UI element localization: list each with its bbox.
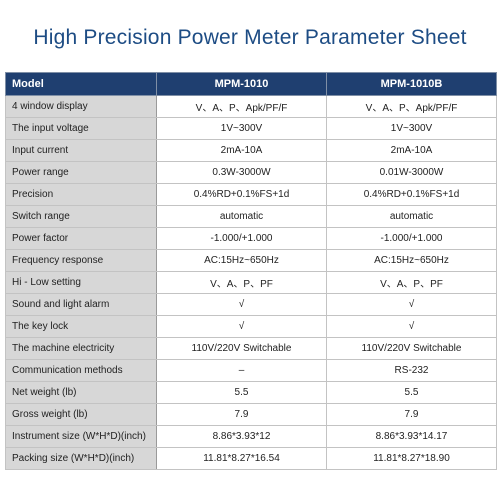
param-label: Power range [5, 161, 157, 184]
table-row: Instrument size (W*H*D)(inch) 8.86*3.93*… [5, 425, 497, 448]
table-row: The machine electricity 110V/220V Switch… [5, 337, 497, 360]
param-label: Hi - Low setting [5, 271, 157, 294]
mpm-1010b-value: -1.000/+1.000 [326, 227, 497, 250]
mpm-1010b-value: 1V~300V [326, 117, 497, 140]
mpm-1010-value: V、A、P、Apk/PF/F [156, 95, 327, 118]
table-row: 4 window display V、A、P、Apk/PF/F V、A、P、Ap… [5, 95, 497, 118]
param-label: Gross weight (lb) [5, 403, 157, 426]
mpm-1010-value: V、A、P、PF [156, 271, 327, 294]
table-row: The input voltage 1V~300V 1V~300V [5, 117, 497, 140]
table-row: Net weight (lb) 5.5 5.5 [5, 381, 497, 404]
mpm-1010b-value: 110V/220V Switchable [326, 337, 497, 360]
mpm-1010-value: 0.4%RD+0.1%FS+1d [156, 183, 327, 206]
param-label: Sound and light alarm [5, 293, 157, 316]
mpm-1010-value: √ [156, 293, 327, 316]
mpm-1010b-value: 11.81*8.27*18.90 [326, 447, 497, 470]
mpm-1010-value: 5.5 [156, 381, 327, 404]
table-row: Gross weight (lb) 7.9 7.9 [5, 403, 497, 426]
param-label: Instrument size (W*H*D)(inch) [5, 425, 157, 448]
table-row: The key lock √ √ [5, 315, 497, 338]
mpm-1010-value: 8.86*3.93*12 [156, 425, 327, 448]
table-row: Input current 2mA-10A 2mA-10A [5, 139, 497, 162]
mpm-1010b-value: 0.4%RD+0.1%FS+1d [326, 183, 497, 206]
param-label: Precision [5, 183, 157, 206]
param-label: Input current [5, 139, 157, 162]
mpm-1010-value: √ [156, 315, 327, 338]
mpm-1010b-value: automatic [326, 205, 497, 228]
param-label: Switch range [5, 205, 157, 228]
mpm-1010b-value: 2mA-10A [326, 139, 497, 162]
mpm-1010-value: AC:15Hz~650Hz [156, 249, 327, 272]
mpm-1010-value: 1V~300V [156, 117, 327, 140]
mpm-1010b-value: 7.9 [326, 403, 497, 426]
mpm-1010-value: automatic [156, 205, 327, 228]
param-label: 4 window display [5, 95, 157, 118]
mpm-1010-value: 110V/220V Switchable [156, 337, 327, 360]
table-row: Communication methods – RS-232 [5, 359, 497, 382]
table-row: Frequency response AC:15Hz~650Hz AC:15Hz… [5, 249, 497, 272]
mpm-1010b-value: 5.5 [326, 381, 497, 404]
mpm-1010b-value: √ [326, 315, 497, 338]
mpm-1010-value: -1.000/+1.000 [156, 227, 327, 250]
header-mpm-1010b: MPM-1010B [326, 72, 497, 96]
param-label: Frequency response [5, 249, 157, 272]
param-label: Packing size (W*H*D)(inch) [5, 447, 157, 470]
mpm-1010b-value: 0.01W-3000W [326, 161, 497, 184]
mpm-1010b-value: AC:15Hz~650Hz [326, 249, 497, 272]
table-row: Sound and light alarm √ √ [5, 293, 497, 316]
table-row: Precision 0.4%RD+0.1%FS+1d 0.4%RD+0.1%FS… [5, 183, 497, 206]
table-row: Switch range automatic automatic [5, 205, 497, 228]
param-label: Net weight (lb) [5, 381, 157, 404]
mpm-1010-value: – [156, 359, 327, 382]
param-label: Communication methods [5, 359, 157, 382]
mpm-1010b-value: √ [326, 293, 497, 316]
page-title: High Precision Power Meter Parameter She… [33, 26, 467, 49]
mpm-1010b-value: RS-232 [326, 359, 497, 382]
mpm-1010b-value: V、A、P、Apk/PF/F [326, 95, 497, 118]
parameter-table: Model MPM-1010 MPM-1010B 4 window displa… [5, 72, 497, 470]
header-mpm-1010: MPM-1010 [156, 72, 327, 96]
mpm-1010-value: 2mA-10A [156, 139, 327, 162]
mpm-1010b-value: 8.86*3.93*14.17 [326, 425, 497, 448]
mpm-1010-value: 0.3W-3000W [156, 161, 327, 184]
mpm-1010-value: 7.9 [156, 403, 327, 426]
header-model: Model [5, 72, 157, 96]
table-header-row: Model MPM-1010 MPM-1010B [5, 72, 497, 96]
mpm-1010b-value: V、A、P、PF [326, 271, 497, 294]
param-label: The key lock [5, 315, 157, 338]
param-label: Power factor [5, 227, 157, 250]
param-label: The input voltage [5, 117, 157, 140]
table-row: Power factor -1.000/+1.000 -1.000/+1.000 [5, 227, 497, 250]
param-label: The machine electricity [5, 337, 157, 360]
table-row: Packing size (W*H*D)(inch) 11.81*8.27*16… [5, 447, 497, 470]
table-row: Hi - Low setting V、A、P、PF V、A、P、PF [5, 271, 497, 294]
table-row: Power range 0.3W-3000W 0.01W-3000W [5, 161, 497, 184]
mpm-1010-value: 11.81*8.27*16.54 [156, 447, 327, 470]
